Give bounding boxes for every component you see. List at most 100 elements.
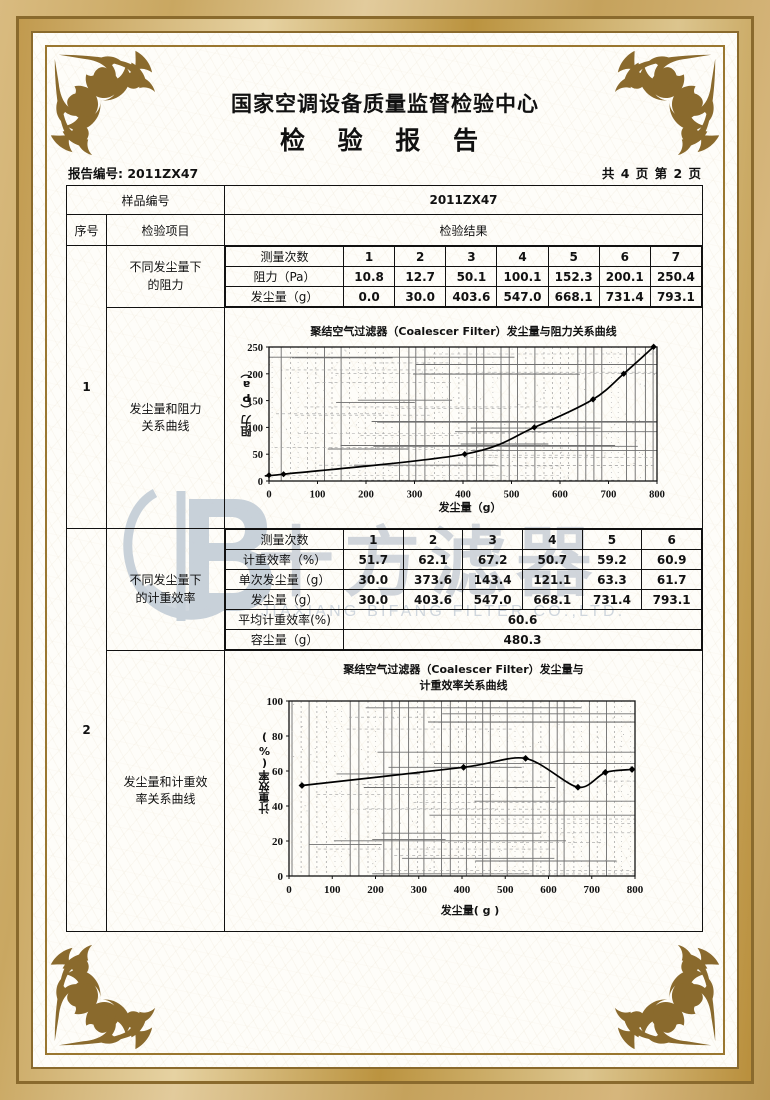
- dust-value-2: 30.0: [394, 286, 447, 307]
- column-header-result: 检验结果: [224, 214, 704, 246]
- svg-text:600: 600: [552, 489, 568, 500]
- page-title: 检 验 报 告: [279, 126, 491, 155]
- corner-ornament-icon: [611, 941, 729, 1059]
- svg-text:200: 200: [358, 489, 374, 500]
- svg-text:500: 500: [497, 884, 514, 896]
- efficiency-value-1: 51.7: [343, 549, 404, 570]
- inspection-report-table: 样品编号 2011ZX47 序号 检验项目 检验结果 1 不同发尘量下: [65, 185, 704, 932]
- svg-text:0: 0: [266, 489, 271, 500]
- resistance-value-4: 100.1: [496, 266, 549, 287]
- sample-no-value: 2011ZX47: [224, 185, 704, 215]
- chart-1-title: 聚结空气过滤器（Coalescer Filter）发尘量与阻力关系曲线: [310, 325, 617, 339]
- chart-1-plot-area: 阻力（Pa） 0 50 100 150 200 250 0 100 200 300 400 500 60…: [235, 341, 665, 516]
- dust-value-1: 0.0: [343, 286, 396, 307]
- resistance-subtable: 测量次数 1 2 3 4 5 6 7: [225, 246, 703, 307]
- svg-text:100: 100: [310, 489, 326, 500]
- efficiency-label: 计重效率（%）: [225, 549, 345, 570]
- column-header-seq: 序号: [66, 214, 107, 246]
- efficiency-value-5: 59.2: [581, 549, 643, 570]
- table-row: 阻力（Pa） 10.8 12.7 50.1 100.1 152.3 200.1 …: [225, 266, 703, 287]
- row-seq-2: 2: [66, 528, 107, 932]
- row-item-1b: 发尘量和阻力 关系曲线: [105, 307, 226, 529]
- svg-text:200: 200: [247, 370, 263, 381]
- avg-efficiency-label: 平均计重效率(%): [225, 609, 345, 630]
- report-number: 报告编号: 2011ZX47: [68, 166, 199, 181]
- svg-text:60: 60: [272, 766, 284, 778]
- dust-label-2: 发尘量（g）: [225, 589, 345, 610]
- svg-text:200: 200: [367, 884, 384, 896]
- chart-1-xlabel: 发尘量（g）: [438, 500, 502, 514]
- chart-1-svg: 0 50 100 150 200 250 0 100 200 300 400 500 600 700 800: [247, 343, 665, 501]
- table-row: 2 不同发尘量下 的计重效率: [66, 528, 704, 932]
- row-item-2a-line2: 的计重效率: [135, 590, 196, 605]
- measure2-col-6: 6: [641, 529, 703, 550]
- section2-data-grid: 测量次数 1 2 3 4 5 6 计重效率（: [224, 528, 704, 651]
- svg-text:400: 400: [454, 884, 471, 896]
- chart-2-svg: 0 20 40 60 80 100 0 100 200 300 400 500 600 700 800: [267, 696, 644, 896]
- chart-2-cell: 聚结空气过滤器（Coalescer Filter）发尘量与 计重效率关系曲线 计…: [224, 650, 704, 932]
- measure-col-3: 3: [445, 246, 498, 267]
- dust-value-4: 547.0: [496, 286, 549, 307]
- single-dust-value-3: 143.4: [462, 569, 523, 590]
- chart-1: 聚结空气过滤器（Coalescer Filter）发尘量与阻力关系曲线 阻力（P…: [225, 320, 702, 516]
- svg-text:700: 700: [584, 884, 601, 896]
- row-seq-1: 1: [66, 245, 107, 529]
- corner-ornament-icon: [41, 941, 159, 1059]
- dust2-value-6: 793.1: [641, 589, 703, 610]
- efficiency-value-2: 62.1: [402, 549, 464, 570]
- dust-value-7: 793.1: [649, 286, 703, 307]
- chart-2-ylabel: 计重效率(%): [258, 730, 272, 814]
- table-row: 测量次数 1 2 3 4 5 6: [225, 529, 703, 550]
- row-item-1b-line1: 发尘量和阻力: [129, 401, 202, 416]
- dust2-value-1: 30.0: [343, 589, 404, 610]
- dust2-value-4: 668.1: [521, 589, 583, 610]
- organization-title: 国家空调设备质量监督检验中心: [231, 92, 539, 116]
- single-dust-value-4: 121.1: [521, 569, 583, 590]
- row-item-2b-line1: 发尘量和计重效: [123, 774, 208, 789]
- resistance-value-7: 250.4: [649, 266, 703, 287]
- table-row: 测量次数 1 2 3 4 5 6 7: [225, 246, 703, 267]
- svg-text:150: 150: [247, 396, 263, 407]
- measure-count-label-2: 测量次数: [225, 529, 345, 550]
- efficiency-value-4: 50.7: [521, 549, 583, 570]
- measure-count-label: 测量次数: [225, 246, 345, 267]
- table-row: 样品编号 2011ZX47: [65, 185, 704, 215]
- column-header-item: 检验项目: [105, 214, 226, 246]
- measure-col-2: 2: [394, 246, 447, 267]
- svg-text:800: 800: [627, 884, 643, 896]
- section1-data-grid: 测量次数 1 2 3 4 5 6 7: [224, 245, 704, 308]
- dust2-value-2: 403.6: [402, 589, 464, 610]
- svg-text:0: 0: [286, 884, 292, 896]
- measure-col-5: 5: [547, 246, 600, 267]
- svg-text:40: 40: [272, 801, 284, 813]
- chart-2: 聚结空气过滤器（Coalescer Filter）发尘量与 计重效率关系曲线 计…: [225, 658, 702, 925]
- measure-col-4: 4: [496, 246, 549, 267]
- row-item-1a-line2: 的阻力: [147, 277, 184, 292]
- resistance-value-2: 12.7: [394, 266, 447, 287]
- svg-text:600: 600: [540, 884, 557, 896]
- corner-ornament-icon: [611, 41, 729, 159]
- table-row: 容尘量（g） 480.3: [225, 629, 703, 650]
- svg-text:80: 80: [272, 731, 284, 743]
- row-item-1b-line2: 关系曲线: [141, 419, 190, 433]
- table-row: 发尘量和计重效 率关系曲线 聚结空气过滤器（Coalescer Filter）发…: [67, 650, 704, 932]
- svg-text:400: 400: [455, 489, 471, 500]
- resistance-value-3: 50.1: [445, 266, 498, 287]
- page-number: 共 4 页 第 2 页: [601, 166, 702, 181]
- svg-text:0: 0: [258, 477, 263, 488]
- measure2-col-1: 1: [343, 529, 404, 550]
- inner-rule-border: [45, 45, 725, 1055]
- table-row: 1 不同发尘量下 的阻力: [66, 245, 704, 529]
- table-row: 计重效率（%） 51.7 62.1 67.2 50.7 59.2 60.9: [225, 549, 703, 570]
- dust2-value-3: 547.0: [462, 589, 523, 610]
- resistance-value-1: 10.8: [343, 266, 396, 287]
- svg-text:100: 100: [324, 884, 341, 896]
- resistance-value-5: 152.3: [547, 266, 600, 287]
- row-item-1a: 不同发尘量下 的阻力: [105, 245, 226, 308]
- chart-1-ylabel: 阻力（Pa）: [240, 366, 254, 437]
- row-item-2b: 发尘量和计重效 率关系曲线: [105, 650, 226, 932]
- svg-text:500: 500: [504, 489, 520, 500]
- table-row: 单次发尘量（g） 30.0 373.6 143.4 121.1 63.3 61.…: [225, 569, 703, 590]
- efficiency-value-6: 60.9: [641, 549, 703, 570]
